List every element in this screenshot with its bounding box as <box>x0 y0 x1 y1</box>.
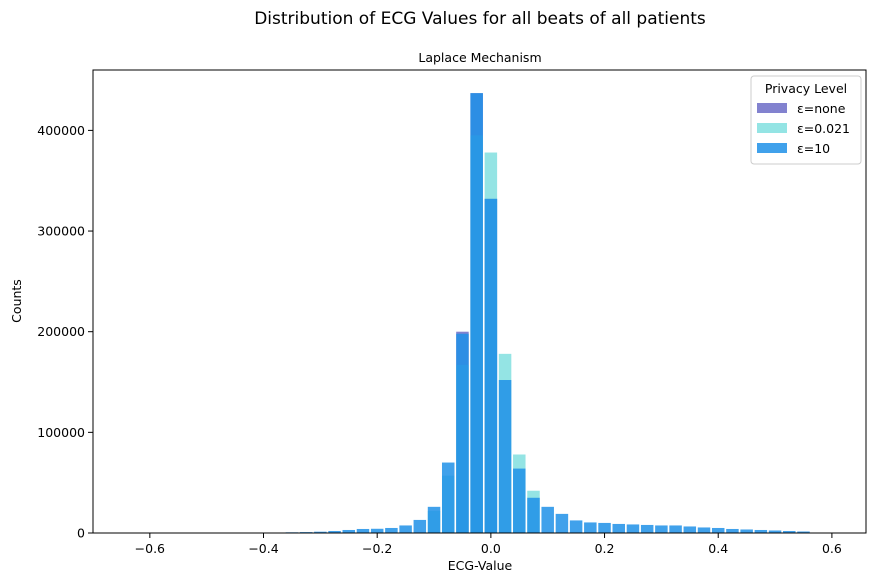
histogram-bar <box>385 527 398 533</box>
legend-label: ε=none <box>797 101 846 116</box>
histogram-bar <box>314 531 327 533</box>
histogram-bar <box>783 530 796 533</box>
histogram-bar <box>669 525 682 533</box>
histogram-bar <box>498 380 512 533</box>
histogram-bar <box>797 531 810 533</box>
histogram-bar <box>513 468 526 533</box>
x-axis-label: ECG-Value <box>448 558 513 573</box>
chart-subtitle: Laplace Mechanism <box>418 50 541 65</box>
x-tick-label: −0.6 <box>135 541 165 556</box>
legend: Privacy Level ε=none ε=0.021 ε=10 <box>750 75 862 165</box>
legend-swatch <box>757 143 787 153</box>
histogram-bar <box>584 522 597 533</box>
x-tick-label: 0.0 <box>481 541 501 556</box>
legend-items: ε=none ε=0.021 ε=10 <box>757 101 850 156</box>
histogram-bar <box>569 520 583 533</box>
histogram-bar <box>470 93 483 534</box>
chart-suptitle: Distribution of ECG Values for all beats… <box>254 9 706 29</box>
legend-label: ε=0.021 <box>797 121 850 136</box>
x-axis-ticks: −0.6 −0.4 −0.2 0.0 0.2 0.4 0.6 <box>135 533 842 556</box>
histogram-bar <box>441 462 455 533</box>
histogram-bar <box>413 519 427 533</box>
y-tick-label: 200000 <box>37 324 85 339</box>
histogram-bar <box>726 528 739 533</box>
histogram-bar <box>640 524 654 533</box>
y-axis-label: Counts <box>9 279 24 323</box>
bars-group <box>271 93 810 534</box>
plot-area-frame <box>92 69 867 534</box>
histogram-bar <box>626 524 640 533</box>
x-tick-label: 0.2 <box>595 541 615 556</box>
histogram-bar <box>484 198 498 533</box>
y-tick-label: 0 <box>77 526 85 541</box>
legend-swatch <box>757 123 787 133</box>
histogram-bar <box>612 523 625 533</box>
histogram-bar <box>541 506 554 533</box>
histogram-bar <box>555 513 569 533</box>
histogram-bar <box>370 528 384 533</box>
y-axis-ticks: 0 100000 200000 300000 400000 <box>37 123 93 541</box>
histogram-bar <box>342 529 356 533</box>
legend-title: Privacy Level <box>765 81 847 96</box>
y-tick-label: 300000 <box>37 224 85 239</box>
legend-swatch <box>757 103 787 113</box>
x-tick-label: −0.4 <box>248 541 278 556</box>
histogram-bar <box>527 497 540 533</box>
histogram-bar <box>328 530 341 533</box>
histogram-bar <box>456 333 469 533</box>
histogram-bar <box>711 527 725 533</box>
legend-label: ε=10 <box>797 141 830 156</box>
histogram-bar <box>427 506 441 533</box>
histogram-bar <box>740 529 753 533</box>
y-tick-label: 400000 <box>37 123 85 138</box>
y-tick-label: 100000 <box>37 425 85 440</box>
x-tick-label: 0.6 <box>822 541 842 556</box>
histogram-bar <box>598 522 611 533</box>
x-tick-label: −0.2 <box>362 541 392 556</box>
histogram-bar <box>655 525 668 533</box>
histogram-bar <box>768 530 782 533</box>
histogram-bar <box>356 528 370 533</box>
histogram-bar <box>399 525 412 533</box>
histogram-bar <box>754 529 768 533</box>
legend-frame <box>750 75 862 165</box>
histogram-bar <box>683 526 697 533</box>
x-tick-label: 0.4 <box>708 541 728 556</box>
histogram-bar <box>697 527 711 533</box>
